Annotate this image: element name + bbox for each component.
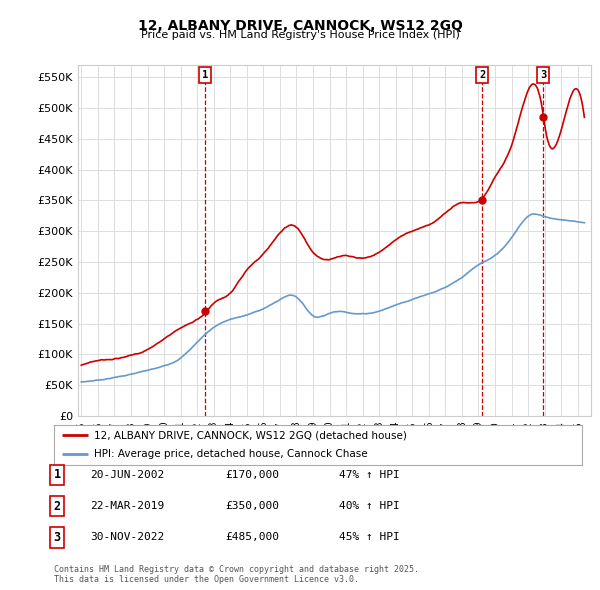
Text: 22-MAR-2019: 22-MAR-2019: [90, 502, 164, 511]
Text: £350,000: £350,000: [225, 502, 279, 511]
Text: 12, ALBANY DRIVE, CANNOCK, WS12 2GQ: 12, ALBANY DRIVE, CANNOCK, WS12 2GQ: [137, 19, 463, 34]
Text: 12, ALBANY DRIVE, CANNOCK, WS12 2GQ (detached house): 12, ALBANY DRIVE, CANNOCK, WS12 2GQ (det…: [94, 430, 406, 440]
Text: 1: 1: [202, 70, 208, 80]
Text: 40% ↑ HPI: 40% ↑ HPI: [339, 502, 400, 511]
Text: £170,000: £170,000: [225, 470, 279, 480]
Text: 2: 2: [53, 500, 61, 513]
Text: £485,000: £485,000: [225, 533, 279, 542]
Text: Price paid vs. HM Land Registry's House Price Index (HPI): Price paid vs. HM Land Registry's House …: [140, 30, 460, 40]
Text: 3: 3: [540, 70, 547, 80]
Text: 30-NOV-2022: 30-NOV-2022: [90, 533, 164, 542]
Text: Contains HM Land Registry data © Crown copyright and database right 2025.
This d: Contains HM Land Registry data © Crown c…: [54, 565, 419, 584]
Text: 3: 3: [53, 531, 61, 544]
Text: HPI: Average price, detached house, Cannock Chase: HPI: Average price, detached house, Cann…: [94, 450, 367, 460]
Text: 2: 2: [479, 70, 485, 80]
Text: 20-JUN-2002: 20-JUN-2002: [90, 470, 164, 480]
Text: 47% ↑ HPI: 47% ↑ HPI: [339, 470, 400, 480]
Text: 45% ↑ HPI: 45% ↑ HPI: [339, 533, 400, 542]
Text: 1: 1: [53, 468, 61, 481]
